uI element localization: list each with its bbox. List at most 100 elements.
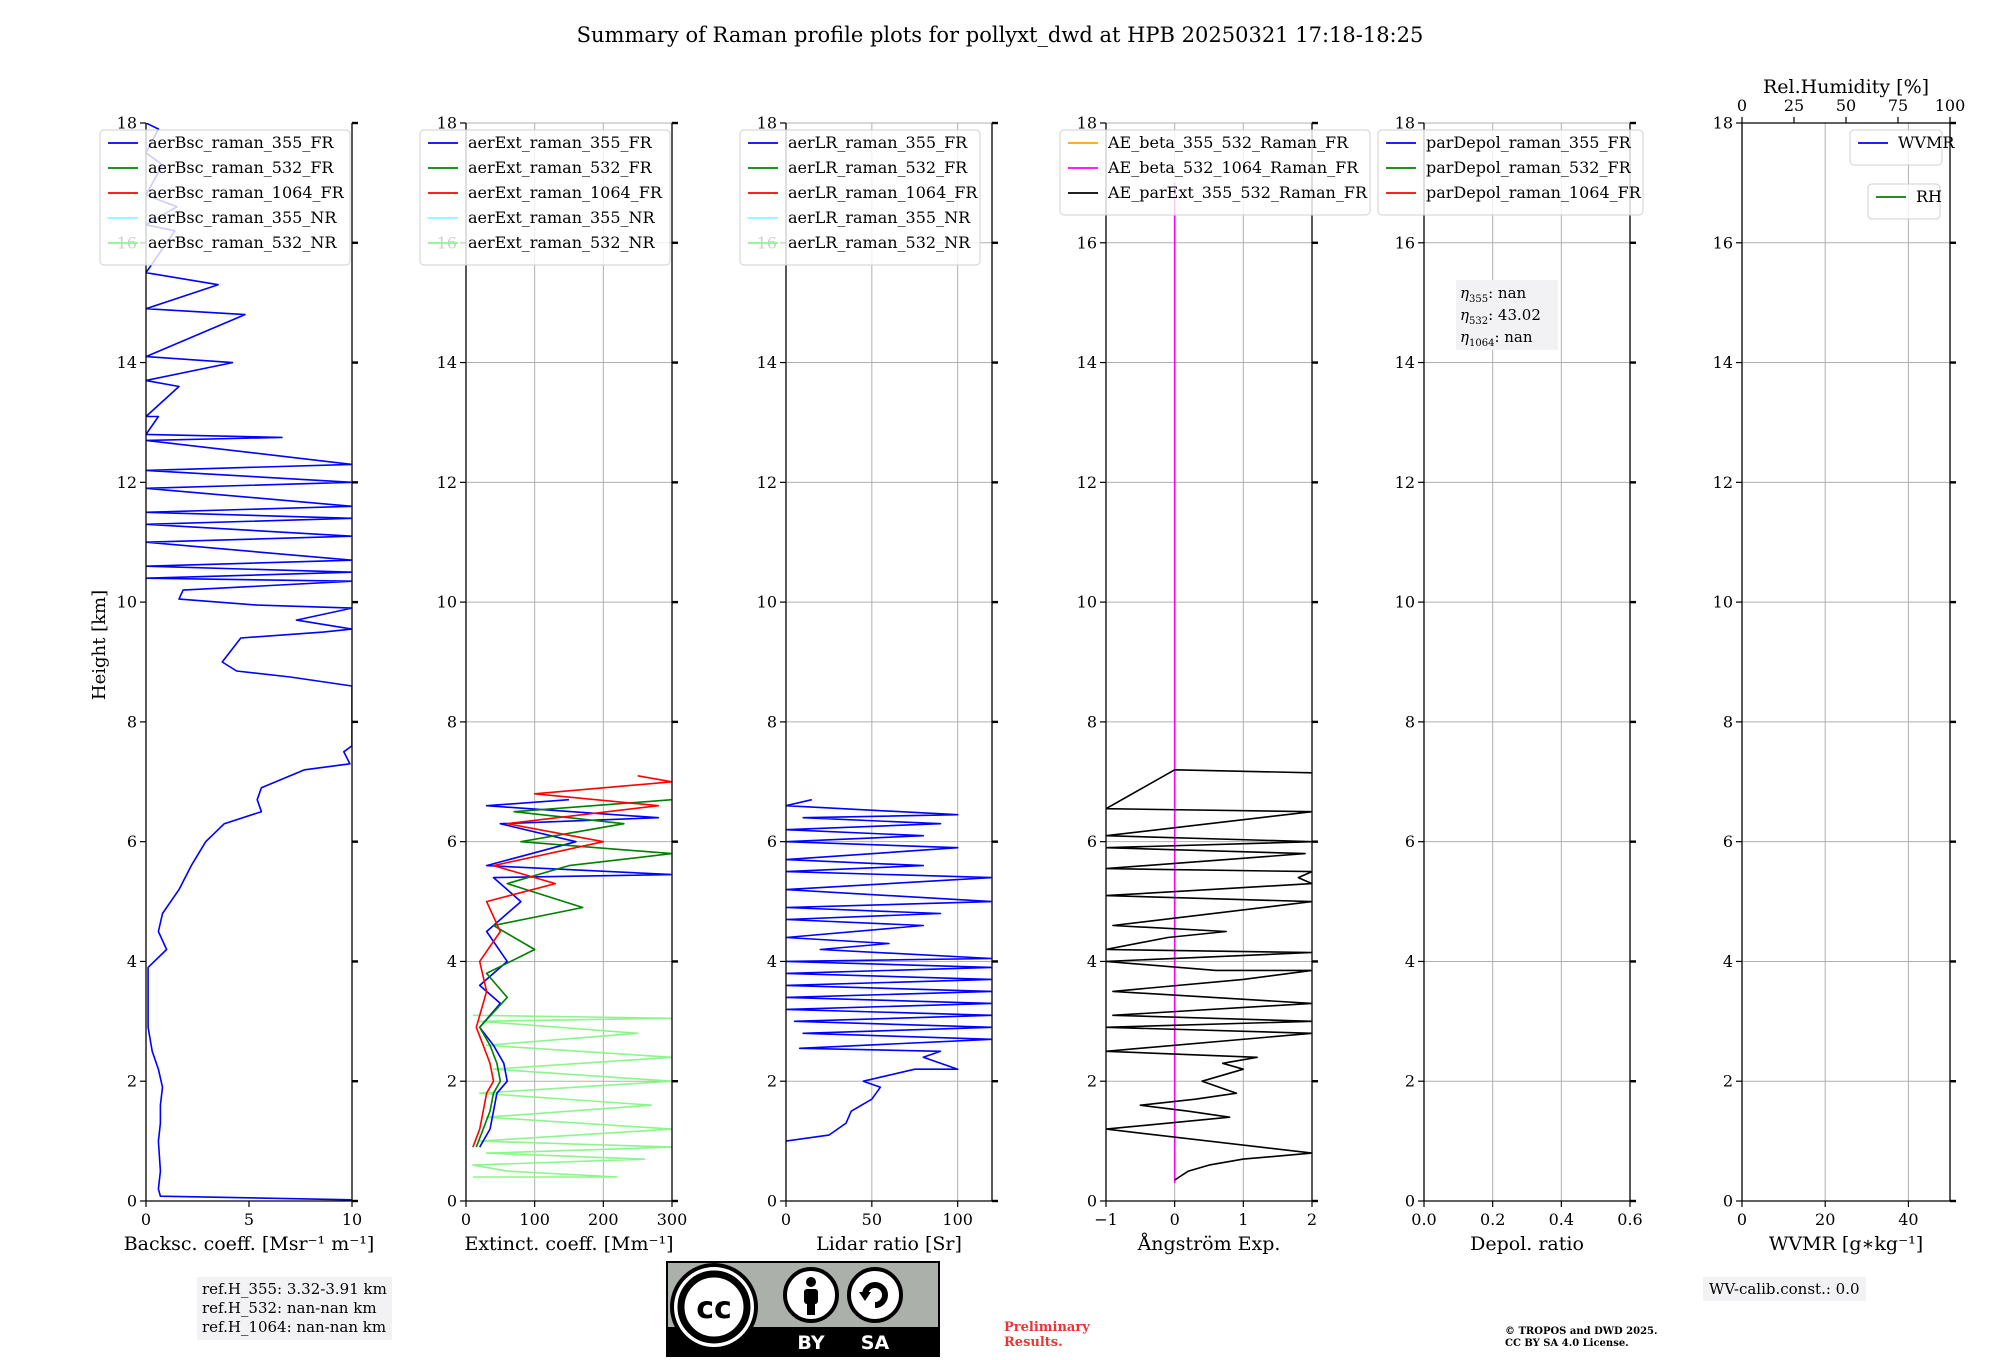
x-tick-label: 20 [1815,1210,1835,1229]
legend-entry: aerBsc_raman_532_NR [148,233,337,252]
x-tick-label: 0.4 [1549,1210,1574,1229]
legend-entry: aerExt_raman_1064_FR [468,183,663,202]
x-tick-label: 40 [1898,1210,1918,1229]
wv-calibration-box: WV-calib.const.: 0.0 [1703,1277,1866,1301]
y-tick-label: 10 [757,593,777,612]
annotation-box [1456,280,1558,350]
share-alike-icon [847,1267,903,1323]
eta-symbol: η [1460,328,1469,346]
legend-entry: aerLR_raman_532_NR [788,233,971,252]
x-tick-label: 100 [942,1210,973,1229]
eta-subscript: 1064 [1469,338,1494,349]
x-axis-label: Lidar ratio [Sr] [816,1233,962,1255]
series-line-aerLR_raman_355_FR [786,798,992,1142]
y-tick-label: 10 [1077,593,1097,612]
y-tick-label: 6 [767,832,777,851]
x-tick-label: 2 [1307,1210,1317,1229]
y-tick-label: 0 [1087,1192,1097,1211]
x-tick-label: 1 [1238,1210,1248,1229]
series-line-aerExt_raman_532_NR [472,1014,672,1178]
y-tick-label: 10 [437,593,457,612]
x-tick-label: 0 [1737,1210,1747,1229]
legend: aerBsc_raman_355_FR aerBsc_raman_532_FRae… [99,129,351,266]
legend-entry: parDepol_raman_532_FR [1426,158,1632,177]
y-tick-label: 4 [127,952,137,971]
y-tick-label: 18 [437,114,457,133]
x-axis-label: Backsc. coeff. [Msr⁻¹ m⁻¹] [124,1233,375,1255]
attribution-icon [783,1267,839,1323]
x-axis-label: WVMR [g∗kg⁻¹] [1769,1233,1923,1255]
eta-355: η355: nan [1460,284,1527,305]
x-tick-label: 100 [519,1210,550,1229]
y-tick-label: 0 [1723,1192,1733,1211]
y-tick-label: 2 [1087,1072,1097,1091]
preliminary-line-1: Preliminary [1004,1320,1090,1335]
y-tick-label: 14 [1077,353,1097,372]
y-tick-label: 18 [1077,114,1097,133]
legend-entry: aerExt_raman_532_FR [468,158,653,177]
legend-entry: aerLR_raman_1064_FR [788,183,978,202]
y-tick-label: 2 [1723,1072,1733,1091]
x-tick-label: 0 [141,1210,151,1229]
x-axis-label: Ångström Exp. [1137,1233,1281,1255]
figure-title: Summary of Raman profile plots for polly… [577,23,1424,47]
x-tick-label: 0.2 [1480,1210,1505,1229]
y-tick-label: 0 [447,1192,457,1211]
x-tick-label: 0 [461,1210,471,1229]
legend-frame [99,129,351,266]
eta-value: : 43.02 [1488,306,1541,324]
x-tick-label: 5 [244,1210,254,1229]
y-tick-label: 6 [1405,832,1415,851]
x-axis-label: Depol. ratio [1470,1233,1584,1255]
legend: RH [1867,183,1942,220]
y-tick-label: 10 [1713,593,1733,612]
legend-frame [419,129,671,266]
legend-entry: aerExt_raman_355_FR [468,133,653,152]
panel-lidar_ratio: 024681012141618050100Lidar ratio [Sr]aer… [739,114,998,1255]
y-tick-label: 18 [757,114,777,133]
x-tick-label: 0.6 [1617,1210,1642,1229]
y-tick-label: 16 [1713,233,1733,252]
license-label-sa: SA [861,1332,890,1354]
y-tick-label: 14 [1395,353,1415,372]
y-tick-label: 8 [447,712,457,731]
legend: parDepol_raman_355_FR parDepol_raman_532_… [1377,129,1644,216]
legend-entry: WVMR [1898,133,1955,152]
x-tick-label: 0 [781,1210,791,1229]
eta-532: η532: 43.02 [1460,306,1541,327]
legend-frame [1059,129,1371,216]
svg-text:cc: cc [696,1291,732,1326]
y-tick-label: 2 [127,1072,137,1091]
y-tick-label: 8 [1405,712,1415,731]
legend-entry: aerExt_raman_532_NR [468,233,656,252]
y-tick-label: 10 [1395,593,1415,612]
y-tick-label: 8 [127,712,137,731]
legend-frame [739,129,981,266]
y-tick-label: 14 [1713,353,1733,372]
plot-area-lidar_ratio [786,123,992,1201]
legend-entry: parDepol_raman_355_FR [1426,133,1632,152]
preliminary-note: Preliminary Results. [1004,1320,1090,1350]
legend-frame [1849,129,1943,166]
y-tick-label: 12 [1713,473,1733,492]
top-x-tick-label: 100 [1935,96,1966,115]
cc-license-badge: cc BY SA [666,1261,940,1357]
legend-frame [1867,183,1941,220]
y-tick-label: 6 [1087,832,1097,851]
top-x-axis-label: Rel.Humidity [%] [1763,76,1929,98]
eta-symbol: η [1460,284,1469,302]
y-tick-label: 8 [1723,712,1733,731]
eta-symbol: η [1460,306,1469,324]
copyright-note: © TROPOS and DWD 2025. CC BY SA 4.0 Lice… [1505,1326,1657,1350]
plot-area-backscatter [146,123,352,1201]
ref-height-355: ref.H_355: 3.32-3.91 km [202,1280,387,1298]
y-tick-label: 14 [757,353,777,372]
y-tick-label: 0 [767,1192,777,1211]
legend-entry: RH [1916,187,1942,206]
y-tick-label: 12 [757,473,777,492]
x-axis-label: Extinct. coeff. [Mm⁻¹] [464,1233,673,1255]
legend-frame [1377,129,1644,216]
